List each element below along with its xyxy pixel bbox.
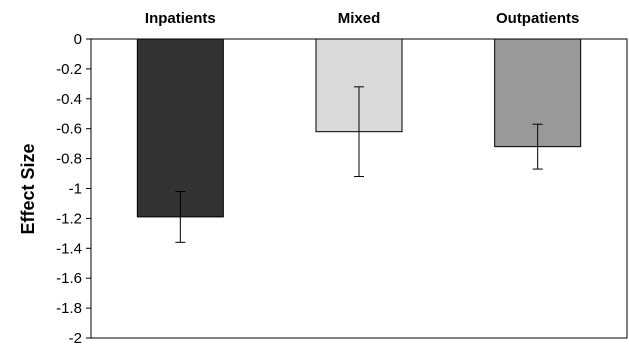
y-axis-title: Effect Size (18, 143, 38, 234)
y-tick-label: -2 (69, 330, 82, 347)
y-tick-label: -1.4 (56, 240, 82, 257)
y-tick-label: -0.8 (56, 151, 82, 168)
y-tick-label: -1.8 (56, 300, 82, 317)
y-tick-label: -1.6 (56, 270, 82, 287)
bar-inpatients (136, 38, 224, 218)
y-tick-label: -0.4 (56, 91, 82, 108)
y-tick-label: -0.2 (56, 61, 82, 78)
y-tick-label: 0 (74, 31, 82, 48)
category-label-inpatients: Inpatients (145, 10, 216, 27)
category-label-outpatients: Outpatients (496, 10, 579, 27)
y-tick-label: -1 (69, 181, 82, 198)
y-tick-label: -0.6 (56, 121, 82, 138)
category-label-mixed: Mixed (338, 10, 381, 27)
y-tick-label: -1.2 (56, 210, 82, 227)
